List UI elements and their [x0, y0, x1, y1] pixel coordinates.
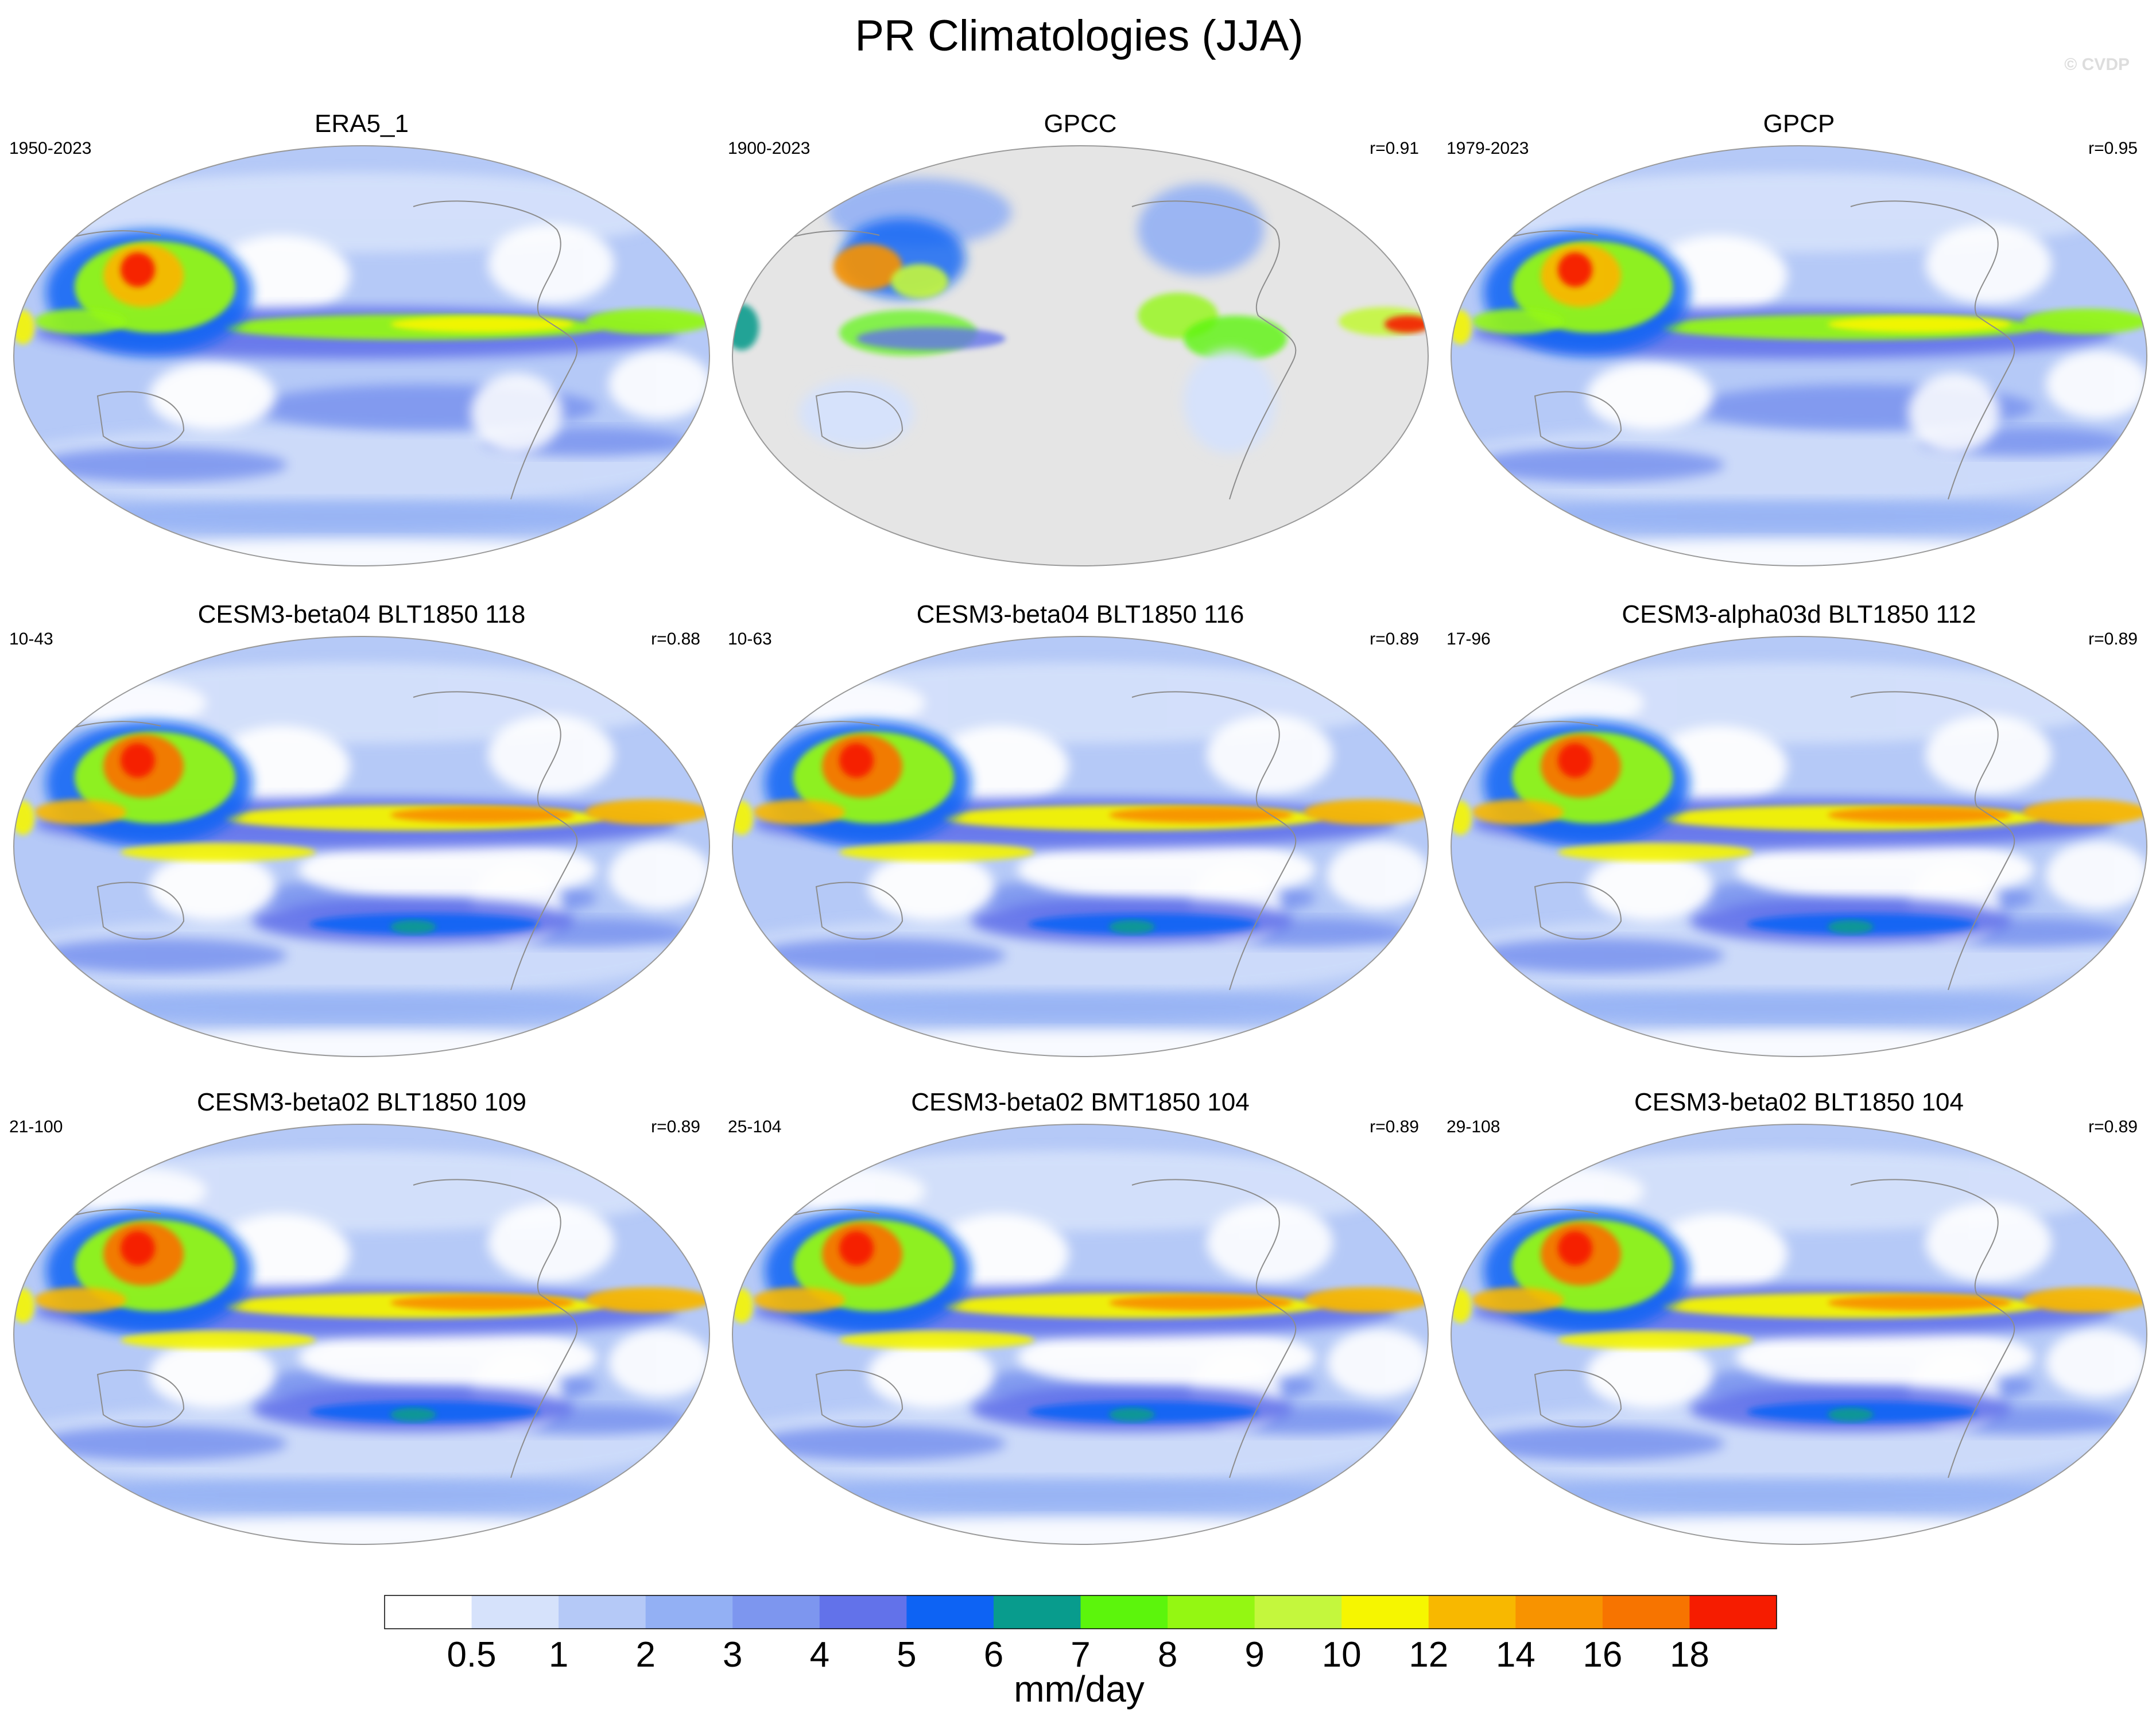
colorbar-segment: [732, 1595, 820, 1629]
precip-field: [14, 1124, 709, 1544]
colorbar-tick-label: 12: [1409, 1635, 1448, 1675]
map-outline: [732, 1124, 1429, 1545]
colorbar-segment: [1689, 1595, 1777, 1629]
colorbar-segment: [1341, 1595, 1429, 1629]
colorbar-tick-label: 9: [1244, 1635, 1264, 1675]
panel-correlation: r=0.89: [651, 1117, 700, 1136]
panel-title: CESM3-beta04 BLT1850 118: [198, 600, 526, 628]
colorbar-segment: [385, 1595, 472, 1629]
colorbar-segment: [993, 1595, 1081, 1629]
precip-field: [732, 636, 1428, 1057]
colorbar-segment: [1428, 1595, 1516, 1629]
panel-title: CESM3-alpha03d BLT1850 112: [1622, 600, 1976, 628]
colorbar-segment: [645, 1595, 733, 1629]
map-panel: GPCP 1979-2023 r=0.95: [1447, 110, 2147, 566]
colorbar-frame: [384, 1595, 1777, 1629]
map-panel: CESM3-alpha03d BLT1850 112 17-96 r=0.89: [1447, 600, 2147, 1057]
colorbar-units: mm/day: [1014, 1668, 1145, 1710]
panel-period: 21-100: [9, 1117, 63, 1136]
panel-period: 10-63: [728, 630, 772, 649]
panel-title: GPCP: [1763, 110, 1835, 138]
panel-correlation: r=0.95: [2088, 139, 2138, 158]
colorbar-tick-label: 18: [1670, 1635, 1709, 1675]
colorbar-segment: [1080, 1595, 1168, 1629]
colorbar-tick-label: 6: [984, 1635, 1003, 1675]
colorbar-segment: [1602, 1595, 1690, 1629]
map-panel: ERA5_1 1950-2023: [9, 110, 710, 566]
precip-field: [732, 146, 1428, 566]
colorbar-tick-label: 5: [897, 1635, 916, 1675]
precip-field: [14, 636, 709, 1057]
map-outline: [732, 145, 1429, 566]
panel-title: ERA5_1: [315, 110, 409, 138]
colorbar-segment: [1168, 1595, 1255, 1629]
colorbar-tick-label: 1: [549, 1635, 568, 1675]
colorbar-tick-label: 16: [1583, 1635, 1622, 1675]
panel-correlation: r=0.89: [2088, 1117, 2138, 1136]
map-panels: ERA5_1 1950-2023 GPCC 1900-2023 r=0.91 GPCP 19…: [9, 110, 2147, 1545]
colorbar-tick-label: 14: [1496, 1635, 1535, 1675]
panel-title: CESM3-beta02 BMT1850 104: [911, 1088, 1249, 1116]
colorbar-segment: [906, 1595, 994, 1629]
colorbar-segment: [1515, 1595, 1603, 1629]
panel-period: 17-96: [1447, 630, 1491, 649]
map-panel: CESM3-beta02 BLT1850 104 29-108 r=0.89: [1447, 1088, 2147, 1545]
precip-field: [1451, 636, 2147, 1057]
panel-title: GPCC: [1044, 110, 1116, 138]
panel-period: 1950-2023: [9, 139, 91, 158]
panel-correlation: r=0.91: [1370, 139, 1419, 158]
colorbar-segment: [819, 1595, 907, 1629]
map-outline: [13, 1124, 710, 1545]
colorbar-tick-label: 8: [1158, 1635, 1177, 1675]
map-outline: [732, 636, 1429, 1057]
map-outline: [13, 145, 710, 566]
panel-correlation: r=0.89: [1370, 630, 1419, 649]
colorbar-tick-label: 3: [723, 1635, 742, 1675]
precip-field: [1451, 146, 2147, 566]
panel-period: 1900-2023: [728, 139, 810, 158]
panel-correlation: r=0.88: [651, 630, 700, 649]
colorbar-segment: [559, 1595, 646, 1629]
panel-title: CESM3-beta02 BLT1850 109: [197, 1088, 526, 1116]
colorbar-tick-label: 4: [810, 1635, 829, 1675]
map-panel: CESM3-beta04 BLT1850 116 10-63 r=0.89: [728, 600, 1429, 1057]
map-outline: [1451, 1124, 2147, 1545]
panel-period: 10-43: [9, 630, 53, 649]
panel-title: CESM3-beta02 BLT1850 104: [1634, 1088, 1964, 1116]
map-outline: [1451, 145, 2147, 566]
map-panel: CESM3-beta02 BLT1850 109 21-100 r=0.89: [9, 1088, 710, 1545]
panel-correlation: r=0.89: [2088, 630, 2138, 649]
colorbar-tick-label: 7: [1071, 1635, 1090, 1675]
colorbar-segment: [471, 1595, 559, 1629]
precip-field: [14, 146, 709, 566]
panel-period: 1979-2023: [1447, 139, 1529, 158]
map-outline: [1451, 636, 2147, 1057]
panel-period: 25-104: [728, 1117, 781, 1136]
precip-field: [732, 1124, 1428, 1544]
map-outline: [13, 636, 710, 1057]
panel-title: CESM3-beta04 BLT1850 116: [917, 600, 1244, 628]
colorbar-tick-label: 0.5: [447, 1635, 496, 1675]
colorbar-segment: [1254, 1595, 1342, 1629]
watermark: © CVDP: [2064, 55, 2130, 74]
panel-correlation: r=0.89: [1370, 1117, 1419, 1136]
figure-title: PR Climatologies (JJA): [855, 11, 1303, 60]
panel-period: 29-108: [1447, 1117, 1500, 1136]
colorbar-tick-label: 2: [635, 1635, 655, 1675]
map-panel: CESM3-beta04 BLT1850 118 10-43 r=0.88: [9, 600, 710, 1057]
precip-field: [1451, 1124, 2147, 1544]
map-panel: GPCC 1900-2023 r=0.91: [728, 110, 1429, 566]
colorbar-tick-label: 10: [1322, 1635, 1362, 1675]
map-panel: CESM3-beta02 BMT1850 104 25-104 r=0.89: [728, 1088, 1429, 1545]
